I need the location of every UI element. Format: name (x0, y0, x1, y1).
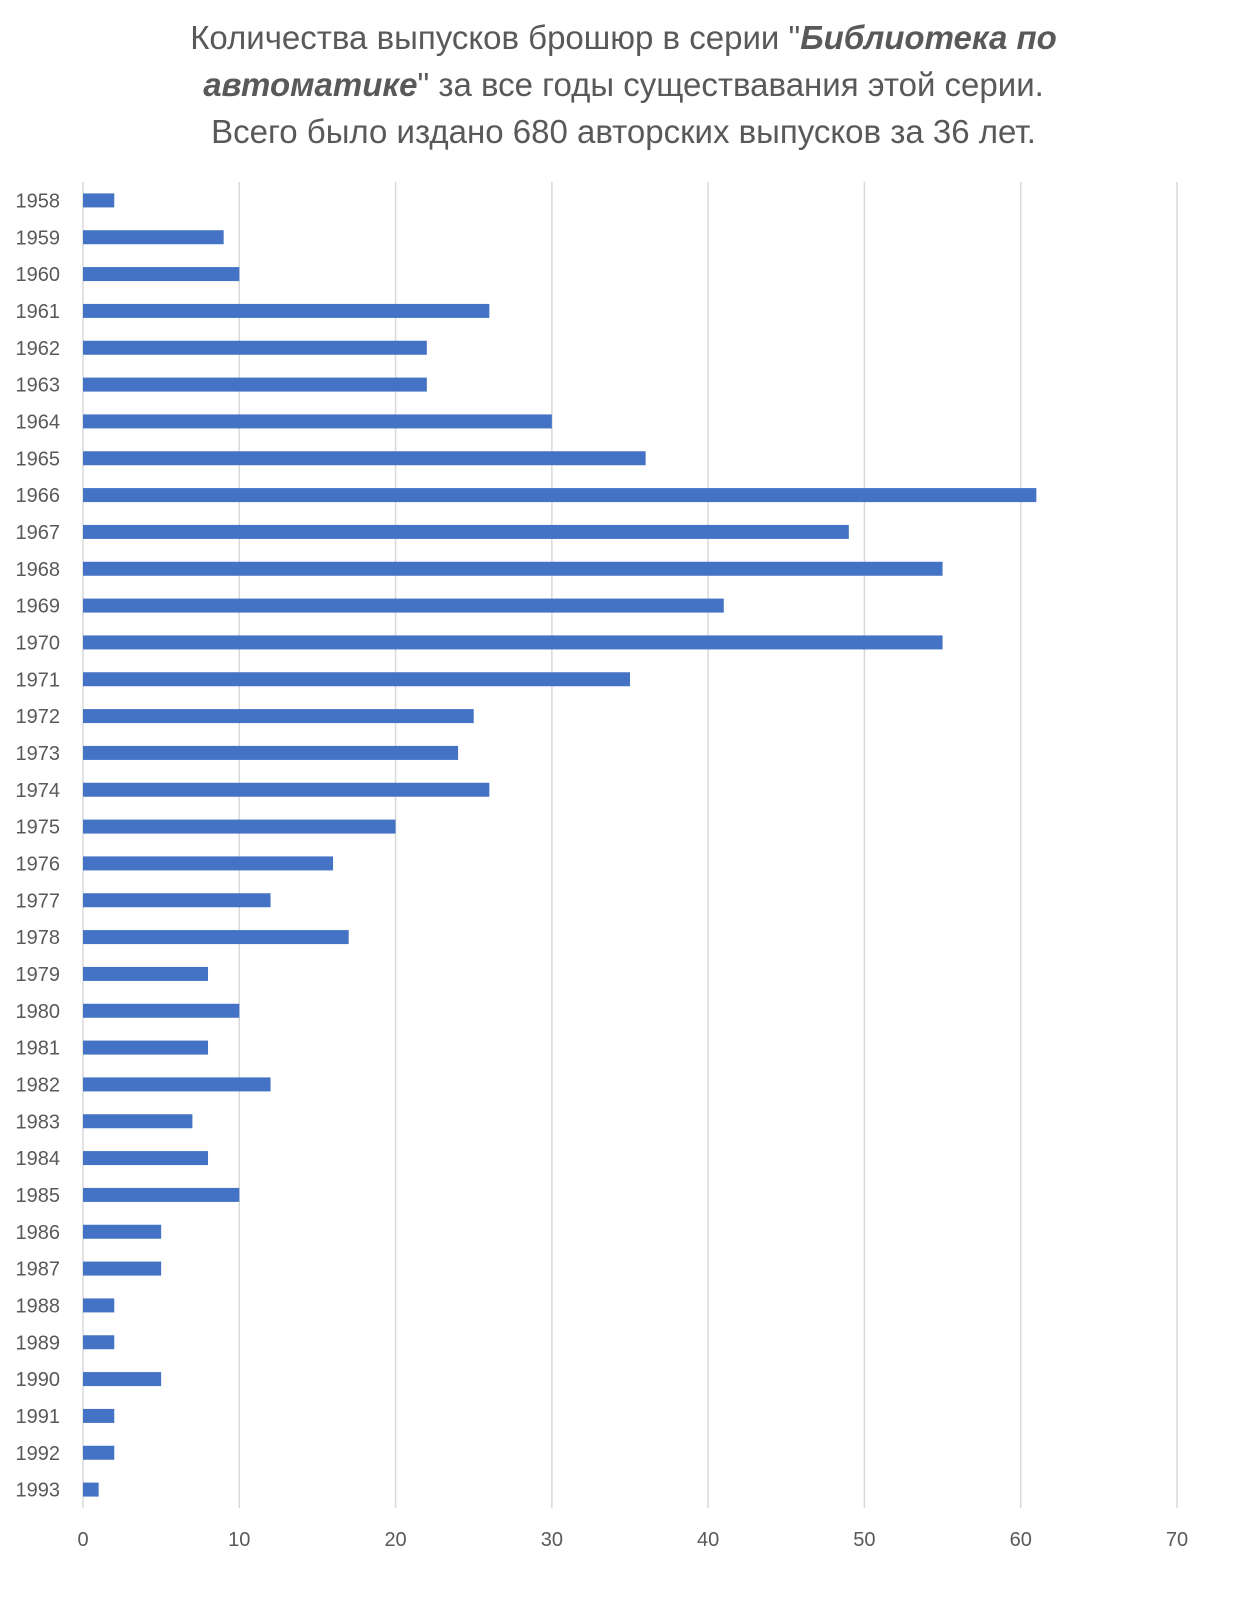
y-tick-label: 1962 (16, 338, 61, 360)
bar-1992 (83, 1445, 115, 1460)
y-tick-label: 1975 (16, 817, 61, 839)
y-tick-label: 1986 (16, 1222, 61, 1244)
y-tick-label: 1971 (16, 669, 61, 691)
y-tick-label: 1992 (16, 1443, 61, 1465)
y-tick-label: 1958 (16, 190, 61, 212)
bar-1989 (83, 1335, 115, 1350)
bar-1987 (83, 1261, 162, 1276)
bar-1978 (83, 930, 349, 945)
x-tick-label: 30 (541, 1529, 563, 1551)
y-tick-label: 1983 (16, 1111, 61, 1133)
y-tick-label: 1991 (16, 1406, 61, 1428)
bar-1961 (83, 303, 490, 318)
gridlines (82, 182, 1178, 1508)
bar-1971 (83, 672, 630, 687)
chart-title-line-2: автоматике" за все годы существавания эт… (0, 61, 1247, 108)
bar-1982 (83, 1077, 271, 1092)
y-tick-label: 1969 (16, 596, 61, 618)
chart-title-series-name: Библиотека по (800, 19, 1057, 56)
y-tick-label: 1965 (16, 448, 61, 470)
y-tick-label: 1981 (16, 1038, 61, 1060)
y-tick-label: 1970 (16, 632, 61, 654)
bar-1991 (83, 1408, 115, 1423)
bar-1980 (83, 1003, 240, 1018)
bar-1960 (83, 267, 240, 282)
chart-title-line-1: Количества выпусков брошюр в серии "Библ… (0, 14, 1247, 61)
y-tick-label: 1989 (16, 1332, 61, 1354)
bar-1959 (83, 230, 224, 245)
y-tick-label: 1988 (16, 1295, 61, 1317)
y-tick-label: 1972 (16, 706, 61, 728)
bar-1969 (83, 598, 724, 613)
bar-1964 (83, 414, 552, 429)
chart-title-series-name-cont: автоматике (203, 66, 418, 103)
y-tick-label: 1973 (16, 743, 61, 765)
x-tick-label: 50 (853, 1529, 875, 1551)
chart-title-text: Количества выпусков брошюр в серии " (190, 19, 801, 56)
bar-1976 (83, 856, 334, 871)
bar-1962 (83, 340, 427, 355)
y-tick-label: 1993 (16, 1480, 61, 1502)
y-tick-label: 1966 (16, 485, 61, 507)
chart-title-line-3: Всего было издано 680 авторских выпусков… (211, 113, 1036, 150)
y-tick-label: 1980 (16, 1001, 61, 1023)
x-axis-labels: 0 10 20 30 40 50 60 70 (77, 1529, 1188, 1551)
y-tick-label: 1978 (16, 927, 61, 949)
x-tick-label: 10 (228, 1529, 250, 1551)
bar-1979 (83, 966, 209, 981)
x-tick-label: 0 (77, 1529, 88, 1551)
x-tick-label: 70 (1166, 1529, 1188, 1551)
bar-1990 (83, 1372, 162, 1387)
bars (83, 193, 1037, 1497)
bar-1958 (83, 193, 115, 208)
y-tick-label: 1977 (16, 890, 61, 912)
y-tick-label: 1968 (16, 559, 61, 581)
x-tick-label: 20 (384, 1529, 406, 1551)
bar-1974 (83, 782, 490, 797)
chart-title: Количества выпусков брошюр в серии "Библ… (0, 14, 1247, 155)
bar-1988 (83, 1298, 115, 1313)
y-tick-label: 1963 (16, 375, 61, 397)
y-tick-label: 1984 (16, 1148, 61, 1170)
bar-1972 (83, 709, 474, 724)
bar-1993 (83, 1482, 99, 1497)
y-tick-label: 1990 (16, 1369, 61, 1391)
bar-1981 (83, 1040, 209, 1055)
x-tick-label: 60 (1010, 1529, 1032, 1551)
y-tick-label: 1967 (16, 522, 61, 544)
y-tick-label: 1979 (16, 964, 61, 986)
y-tick-label: 1976 (16, 853, 61, 875)
chart-title-text-cont: " за все годы существавания этой серии. (417, 66, 1044, 103)
y-tick-label: 1960 (16, 264, 61, 286)
y-tick-label: 1982 (16, 1074, 61, 1096)
bar-1973 (83, 745, 459, 760)
y-tick-label: 1985 (16, 1185, 61, 1207)
bar-1984 (83, 1151, 209, 1166)
bar-1985 (83, 1187, 240, 1202)
bar-1970 (83, 635, 943, 650)
bar-1986 (83, 1224, 162, 1239)
y-tick-label: 1987 (16, 1259, 61, 1281)
y-tick-label: 1959 (16, 227, 61, 249)
bar-1977 (83, 893, 271, 908)
bar-1963 (83, 377, 427, 392)
bar-1967 (83, 524, 849, 539)
bar-1965 (83, 451, 646, 466)
bar-1975 (83, 819, 396, 834)
bar-1966 (83, 488, 1037, 503)
x-tick-label: 40 (697, 1529, 719, 1551)
y-tick-label: 1961 (16, 301, 61, 323)
y-axis-labels: 1958 1959 1960 1961 1962 1963 1964 1965 1966 1967… (16, 190, 61, 1501)
y-tick-label: 1964 (16, 411, 61, 433)
y-tick-label: 1974 (16, 780, 61, 802)
bar-1983 (83, 1114, 193, 1129)
bar-1968 (83, 561, 943, 576)
